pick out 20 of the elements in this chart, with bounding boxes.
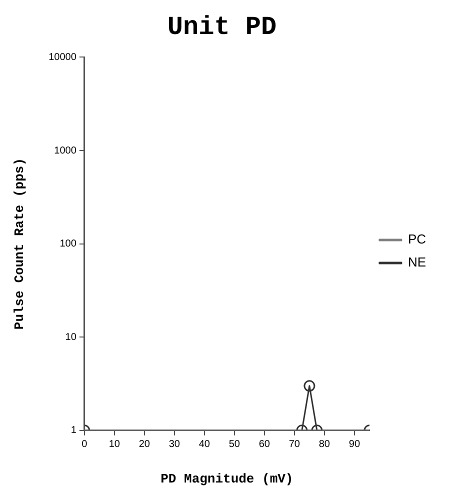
x-tick-label: 60 bbox=[258, 439, 270, 450]
y-tick-label: 100 bbox=[60, 238, 77, 250]
y-tick-label: 1 bbox=[70, 425, 77, 436]
x-tick-label: 10 bbox=[108, 439, 120, 450]
legend-label: NE bbox=[408, 254, 426, 270]
x-axis-title: PD Magnitude (mV) bbox=[160, 471, 294, 486]
x-tick-label: 90 bbox=[348, 439, 360, 450]
chart-title: Unit PD bbox=[167, 12, 277, 42]
x-tick-label: 80 bbox=[318, 439, 330, 450]
legend-label: PC bbox=[408, 232, 426, 247]
y-tick-label: 10000 bbox=[48, 52, 77, 63]
x-tick-label: 30 bbox=[168, 439, 180, 450]
x-tick-label: 20 bbox=[138, 439, 150, 450]
x-tick-label: 70 bbox=[288, 439, 300, 450]
y-tick-label: 1000 bbox=[54, 145, 77, 156]
x-tick-label: 40 bbox=[198, 439, 210, 450]
y-axis-title: Pulse Count Rate (pps) bbox=[12, 158, 28, 330]
y-tick-label: 10 bbox=[65, 332, 77, 343]
x-tick-label: 50 bbox=[228, 439, 240, 450]
x-tick-label: 0 bbox=[82, 439, 88, 450]
